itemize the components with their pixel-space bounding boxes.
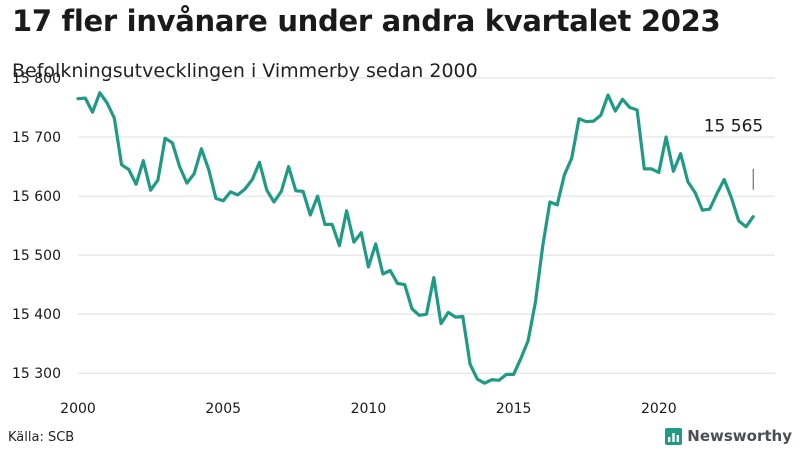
x-tick-label: 2010 [351,401,387,417]
chart-title: 17 fler invånare under andra kvartalet 2… [12,4,721,38]
series-line-0 [76,91,755,385]
source-note: Källa: SCB [8,430,75,445]
x-tick-label: 2020 [641,401,677,417]
grid-layer [78,77,775,374]
chart-subtitle: Befolkningsutvecklingen i Vimmerby sedan… [12,60,478,82]
annotation-layer: 15 565 [704,117,763,190]
newsworthy-logo-icon [665,427,683,445]
brand-name: Newsworthy [687,427,792,445]
y-tick-label: 15 400 [12,307,61,323]
brand-logo: Newsworthy [665,427,792,445]
y-tick-label: 15 700 [12,130,61,146]
x-tick-label: 2005 [205,401,241,417]
x-tick-label: 2015 [496,401,532,417]
y-axis-ticks: 15 300 15 400 15 500 15 600 15 700 15 800 [12,71,61,382]
y-tick-label: 15 600 [12,189,61,205]
y-tick-label: 15 300 [12,366,61,382]
y-tick-label: 15 800 [12,71,61,87]
y-tick-label: 15 500 [12,248,61,264]
series-layer [76,91,755,385]
annotation-value: 15 565 [704,117,763,137]
x-axis-ticks: 2000 2005 2010 2015 2020 [60,401,676,417]
x-tick-label: 2000 [60,401,96,417]
